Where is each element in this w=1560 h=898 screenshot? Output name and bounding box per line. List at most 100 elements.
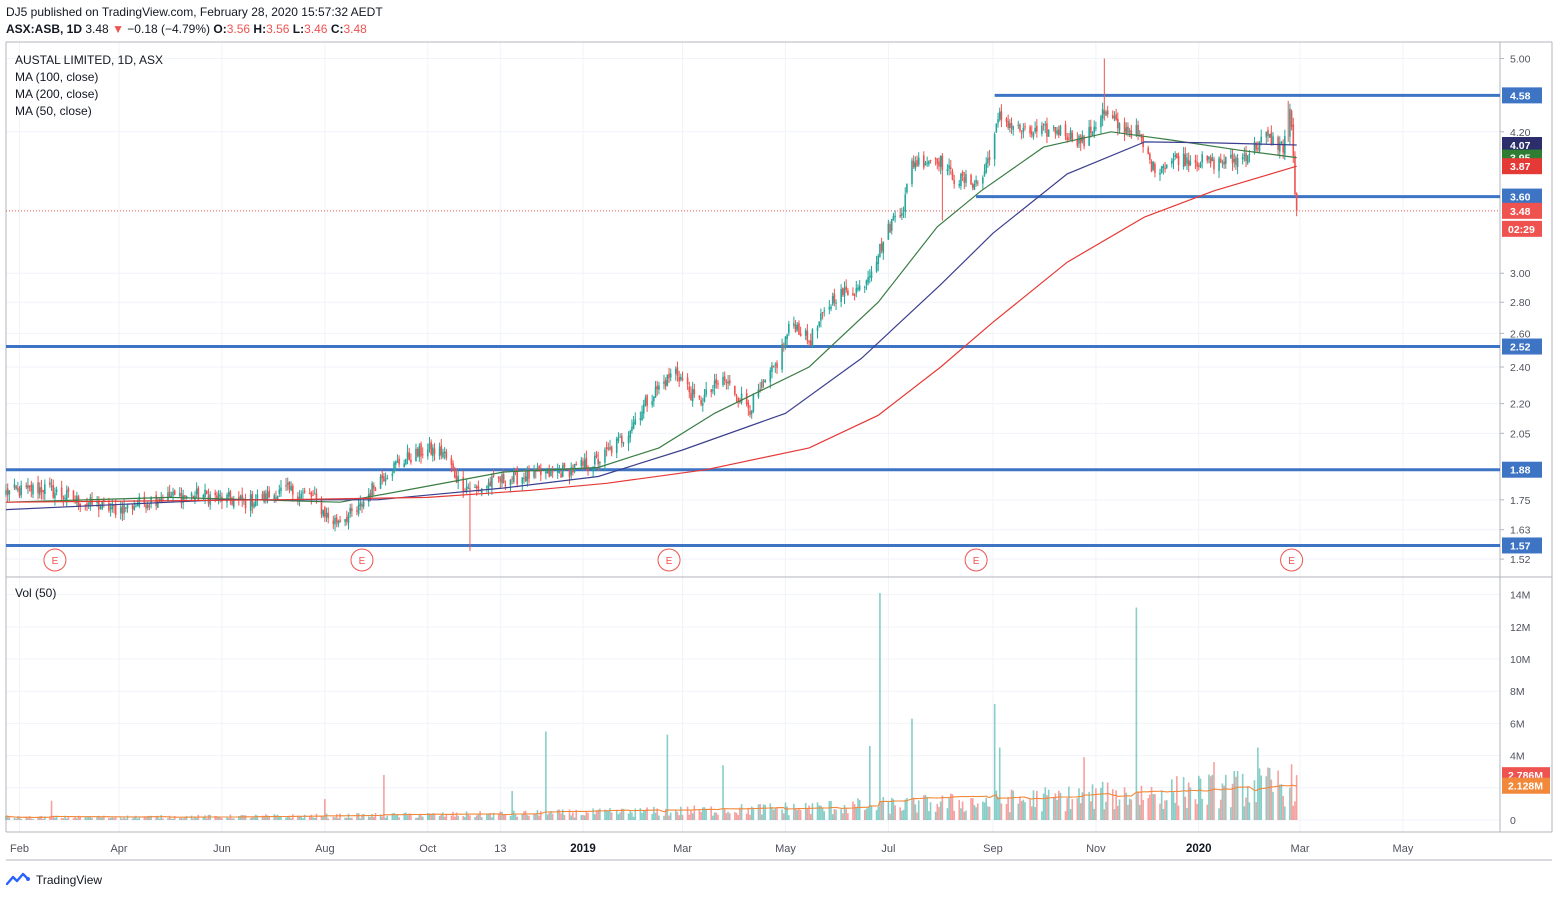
volume-bar (1174, 802, 1176, 820)
volume-bar (796, 810, 799, 820)
candle-body (749, 410, 751, 415)
candle-body (13, 484, 16, 488)
candle (857, 284, 859, 292)
volume-bar (54, 817, 56, 820)
candle-body (1243, 154, 1246, 157)
candle-body (1284, 136, 1286, 155)
candle (1022, 123, 1025, 139)
candle (324, 506, 326, 523)
volume-bar (855, 807, 858, 820)
candle (710, 388, 713, 398)
candle-body (1066, 136, 1069, 141)
volume-bar (464, 816, 466, 820)
candle-body (963, 177, 966, 183)
legend: AUSTAL LIMITED, 1D, ASX MA (100, close) … (15, 53, 163, 600)
candle-body (479, 490, 481, 492)
candle-body (607, 447, 610, 449)
candle-body (941, 155, 944, 170)
candle-body (621, 436, 623, 444)
volume-bar (231, 818, 233, 820)
candle-body (865, 280, 868, 286)
candle-body (656, 385, 659, 390)
candle-body (1005, 118, 1008, 122)
candle (587, 465, 589, 476)
candle (501, 472, 503, 487)
candle-body (15, 486, 17, 489)
footer-brand[interactable]: TradingView (6, 872, 102, 888)
candle-body (705, 389, 707, 395)
candle (1294, 151, 1296, 197)
volume-bar (286, 816, 289, 820)
volume-bar (776, 808, 778, 820)
candle-body (1187, 159, 1190, 167)
candle-body (197, 487, 200, 500)
candle-body (1235, 157, 1237, 165)
candle-body (998, 111, 1001, 120)
volume-bar (109, 818, 112, 820)
candle (998, 107, 1001, 122)
candle-body (384, 479, 387, 482)
candle (951, 168, 954, 181)
candle-body (369, 492, 372, 497)
candle (820, 308, 822, 328)
candle (288, 481, 291, 494)
candle-body (922, 155, 925, 168)
candle (899, 208, 901, 219)
candle (982, 175, 984, 190)
candle (863, 285, 866, 294)
candle-body (703, 394, 706, 402)
volume-bar (595, 810, 598, 820)
volume-bar (1147, 798, 1149, 820)
volume-bar (1164, 800, 1166, 820)
candle (124, 507, 127, 513)
candle-body (740, 393, 743, 403)
candle (858, 280, 861, 292)
candle-body (1032, 133, 1035, 137)
candle-body (1142, 136, 1144, 148)
volume-bar (867, 807, 869, 820)
candle (651, 394, 653, 408)
countdown-badge (1502, 220, 1542, 237)
candle-body (617, 437, 620, 441)
volume-bar (533, 813, 535, 820)
candle-body (690, 392, 692, 401)
volume-tick-label: 4M (1510, 751, 1525, 763)
candle (30, 480, 33, 498)
volume-bar (993, 704, 996, 820)
candle (383, 472, 385, 483)
volume-bar (536, 810, 539, 820)
candle-body (487, 483, 490, 489)
candle-body (1128, 130, 1131, 132)
candle (113, 504, 115, 514)
candle (663, 374, 665, 390)
candle-body (1057, 129, 1060, 136)
candle-body (882, 241, 885, 253)
candle (631, 419, 633, 434)
candle (1289, 103, 1291, 145)
candle-body (585, 457, 588, 470)
volume-bar (917, 800, 920, 820)
volume-bar (32, 818, 34, 820)
candle-body (302, 492, 304, 494)
candle (292, 483, 294, 502)
volume-bar (1083, 757, 1085, 820)
candle-body (263, 491, 265, 503)
candle (310, 491, 313, 505)
candle (302, 488, 304, 501)
volume-tick-label: 6M (1510, 718, 1525, 730)
candle-body (339, 519, 341, 523)
candle (372, 482, 375, 496)
candle-body (391, 473, 394, 477)
candle (278, 484, 281, 498)
volume-bar (300, 816, 303, 820)
candle-body (953, 180, 955, 184)
time-tick-label: May (775, 843, 796, 855)
candle (621, 432, 623, 448)
horizontal-levels[interactable] (6, 93, 1500, 547)
candle (145, 502, 147, 513)
candle (178, 487, 181, 498)
volume-bar (67, 816, 70, 820)
candle (796, 322, 799, 332)
